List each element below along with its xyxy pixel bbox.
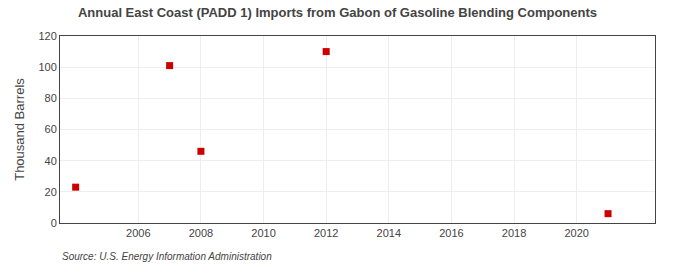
svg-text:0: 0 [51,217,57,229]
svg-text:120: 120 [38,30,56,42]
svg-text:Annual East Coast (PADD 1) Imp: Annual East Coast (PADD 1) Imports from … [78,5,597,20]
svg-text:Thousand Barrels: Thousand Barrels [12,78,27,181]
svg-text:2020: 2020 [564,227,588,239]
svg-text:100: 100 [38,61,56,73]
svg-text:2018: 2018 [502,227,526,239]
svg-text:2014: 2014 [377,227,401,239]
svg-text:2016: 2016 [439,227,463,239]
svg-text:20: 20 [45,186,57,198]
svg-text:2012: 2012 [314,227,338,239]
svg-text:2010: 2010 [251,227,275,239]
svg-text:2008: 2008 [189,227,213,239]
svg-text:40: 40 [45,155,57,167]
svg-text:80: 80 [45,92,57,104]
svg-text:60: 60 [45,123,57,135]
svg-text:Source: U.S. Energy Informatio: Source: U.S. Energy Information Administ… [62,251,272,262]
svg-text:2006: 2006 [126,227,150,239]
